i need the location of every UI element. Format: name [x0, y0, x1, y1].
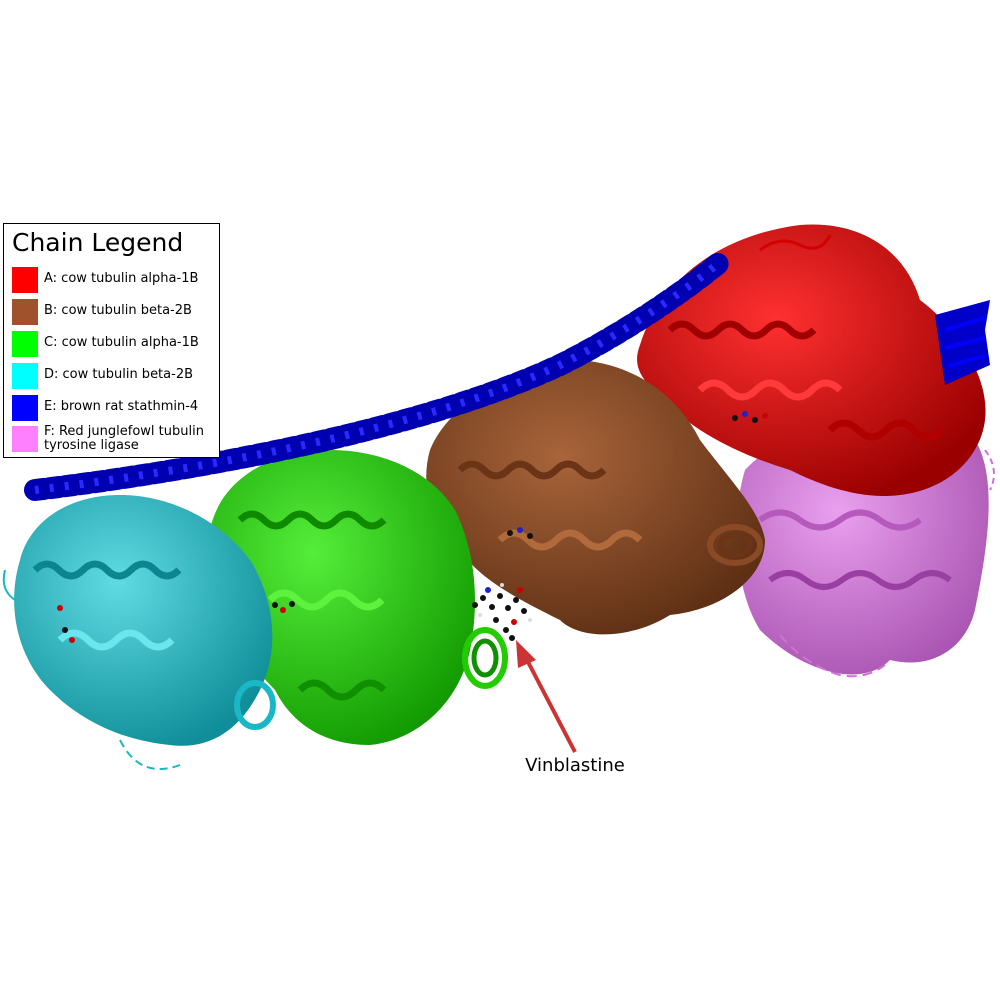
- legend-label-a: A: cow tubulin alpha-1B: [44, 271, 199, 286]
- legend-swatch-e: [12, 395, 38, 421]
- legend-label-e: E: brown rat stathmin-4: [44, 399, 199, 414]
- legend-title: Chain Legend: [12, 228, 184, 257]
- ligand-vinblastine: [472, 583, 532, 641]
- legend-label-b: B: cow tubulin beta-2B: [44, 303, 192, 318]
- legend-swatch-a: [12, 267, 38, 293]
- legend-item-chain-c: C: cow tubulin alpha-1B: [12, 331, 217, 359]
- legend-item-chain-e: E: brown rat stathmin-4: [12, 395, 217, 423]
- legend-label-d: D: cow tubulin beta-2B: [44, 367, 194, 382]
- legend-item-chain-b: B: cow tubulin beta-2B: [12, 299, 217, 327]
- vinblastine-label: Vinblastine: [525, 755, 625, 776]
- chain-c-ribbon: [192, 450, 508, 745]
- chain-legend: Chain Legend A: cow tubulin alpha-1B B: …: [3, 223, 220, 458]
- legend-swatch-d: [12, 363, 38, 389]
- legend-item-chain-d: D: cow tubulin beta-2B: [12, 363, 217, 391]
- chain-a-ribbon: [637, 224, 990, 496]
- chain-b-ribbon: [426, 360, 765, 635]
- ligand-cluster: [57, 411, 768, 643]
- legend-item-chain-f: F: Red junglefowl tubulin tyrosine ligas…: [12, 424, 217, 454]
- legend-label-f: F: Red junglefowl tubulin tyrosine ligas…: [44, 424, 204, 453]
- chain-e-helix: [24, 251, 731, 501]
- legend-swatch-f: [12, 426, 38, 452]
- chain-d-ribbon: [2, 495, 276, 770]
- vinblastine-arrow: [516, 640, 577, 753]
- legend-item-chain-a: A: cow tubulin alpha-1B: [12, 267, 217, 295]
- legend-label-c: C: cow tubulin alpha-1B: [44, 335, 199, 350]
- legend-swatch-b: [12, 299, 38, 325]
- legend-swatch-c: [12, 331, 38, 357]
